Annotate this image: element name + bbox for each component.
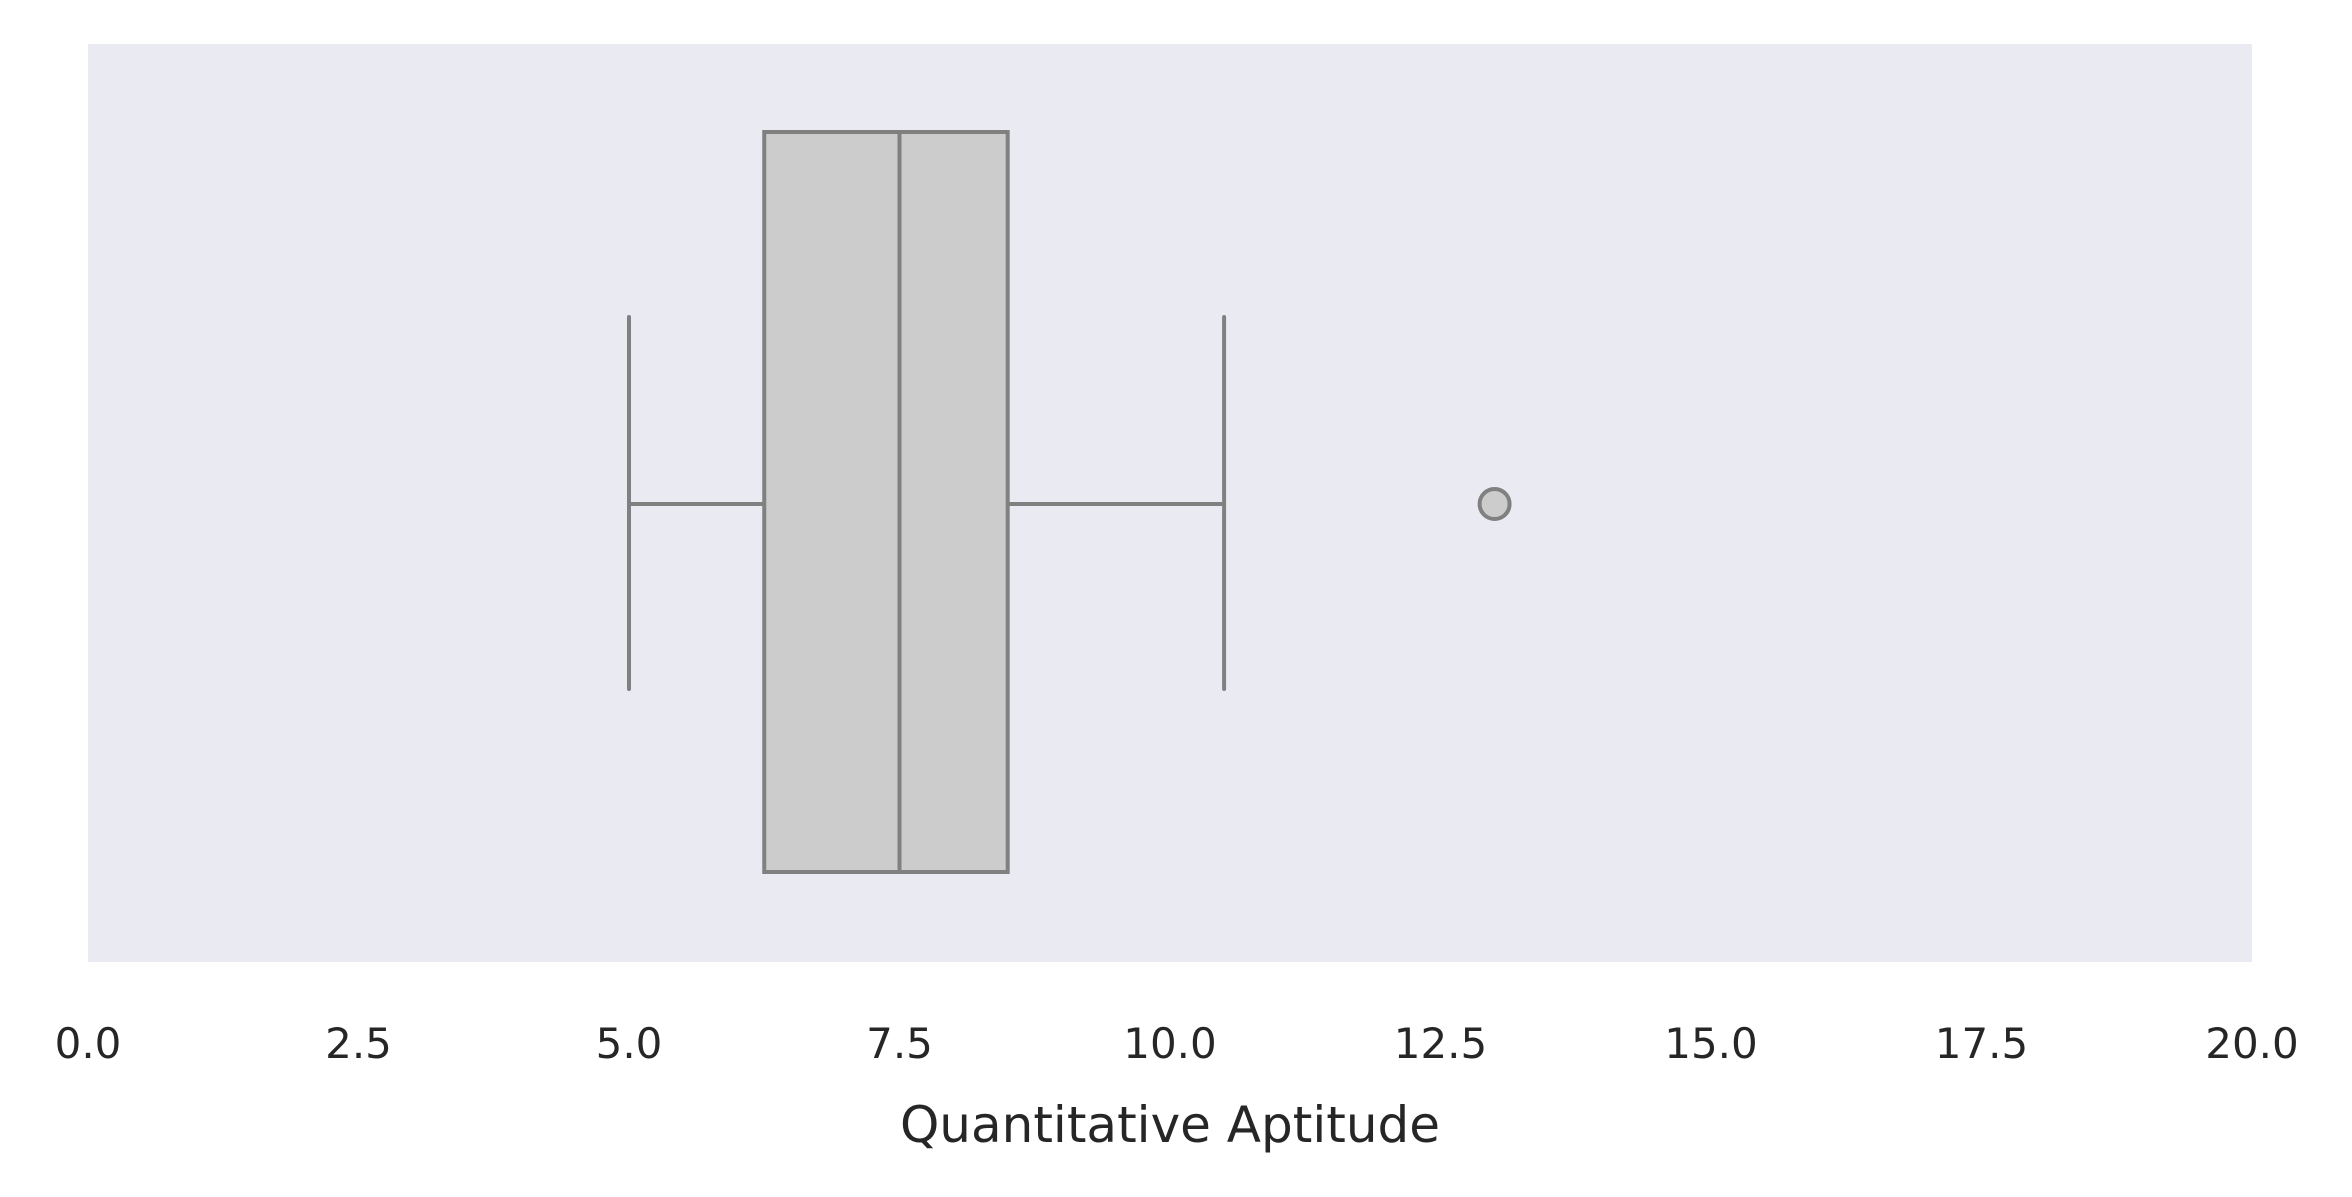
x-tick-label: 12.5 bbox=[1394, 1019, 1488, 1068]
x-tick-label: 2.5 bbox=[325, 1019, 392, 1068]
iqr-box bbox=[762, 130, 1010, 874]
x-axis-ticks: 0.0 2.5 5.0 7.5 10.0 12.5 15.0 17.5 20.0 bbox=[55, 1019, 2299, 1068]
x-tick-label: 7.5 bbox=[866, 1019, 933, 1068]
x-tick-label: 17.5 bbox=[1935, 1019, 2029, 1068]
x-axis-label: Quantitative Aptitude bbox=[900, 1096, 1440, 1154]
outlier-point bbox=[1477, 487, 1512, 521]
boxplot bbox=[627, 130, 1512, 874]
x-tick-label: 15.0 bbox=[1664, 1019, 1758, 1068]
x-tick-label: 20.0 bbox=[2205, 1019, 2299, 1068]
x-tick-label: 5.0 bbox=[596, 1019, 663, 1068]
x-tick-label: 0.0 bbox=[55, 1019, 122, 1068]
x-tick-label: 10.0 bbox=[1123, 1019, 1217, 1068]
